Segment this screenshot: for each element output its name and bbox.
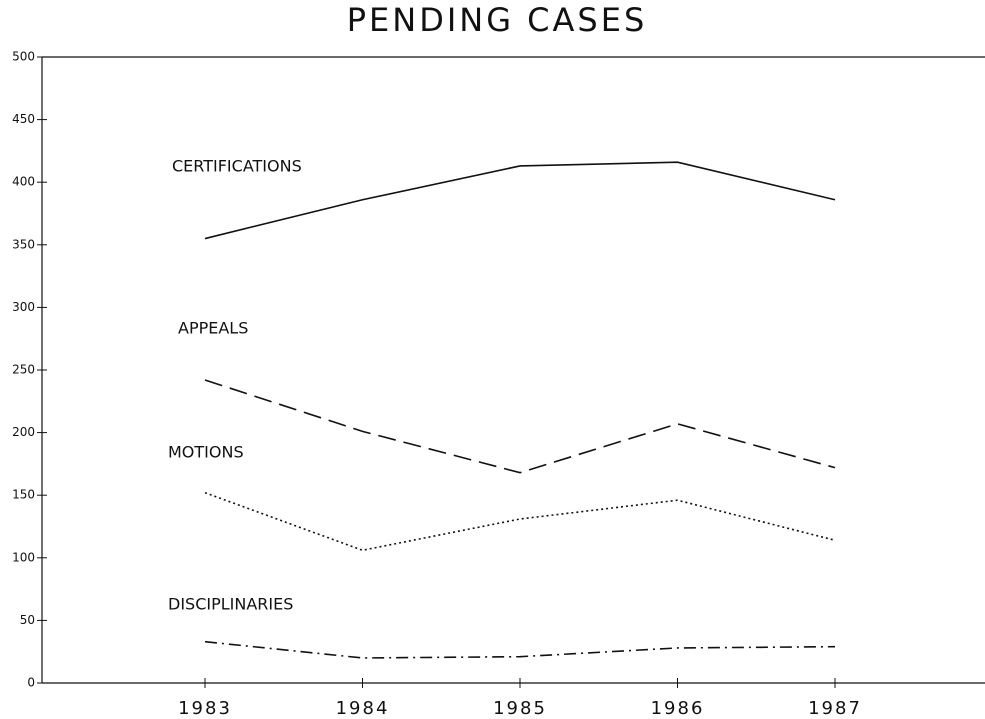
y-tick-label: 350 [12, 237, 35, 251]
chart-title: PENDING CASES [347, 1, 648, 39]
x-tick-label: 1983 [178, 698, 232, 719]
y-tick-label: 0 [27, 676, 35, 690]
series-line [204, 640, 836, 659]
y-tick-label: 50 [20, 613, 35, 627]
y-tick-label: 200 [12, 425, 35, 439]
series-label: DISCIPLINARIES [168, 595, 293, 614]
y-tick-label: 450 [12, 112, 35, 126]
y-tick-label: 400 [12, 175, 35, 189]
series-label: APPEALS [178, 319, 248, 338]
y-tick-label: 300 [12, 300, 35, 314]
x-tick-label: 1987 [808, 698, 862, 719]
series-label: CERTIFICATIONS [172, 157, 302, 176]
series-line [204, 491, 836, 552]
y-tick-label: 150 [12, 488, 35, 502]
series-label: MOTIONS [168, 443, 244, 462]
y-tick-label: 250 [12, 363, 35, 377]
series-line [204, 379, 836, 474]
x-tick-label: 1985 [493, 698, 547, 719]
x-tick-label: 1984 [336, 698, 390, 719]
series-line [204, 161, 836, 240]
y-tick-label: 500 [12, 50, 35, 64]
y-tick-label: 100 [12, 550, 35, 564]
x-tick-label: 1986 [651, 698, 705, 719]
